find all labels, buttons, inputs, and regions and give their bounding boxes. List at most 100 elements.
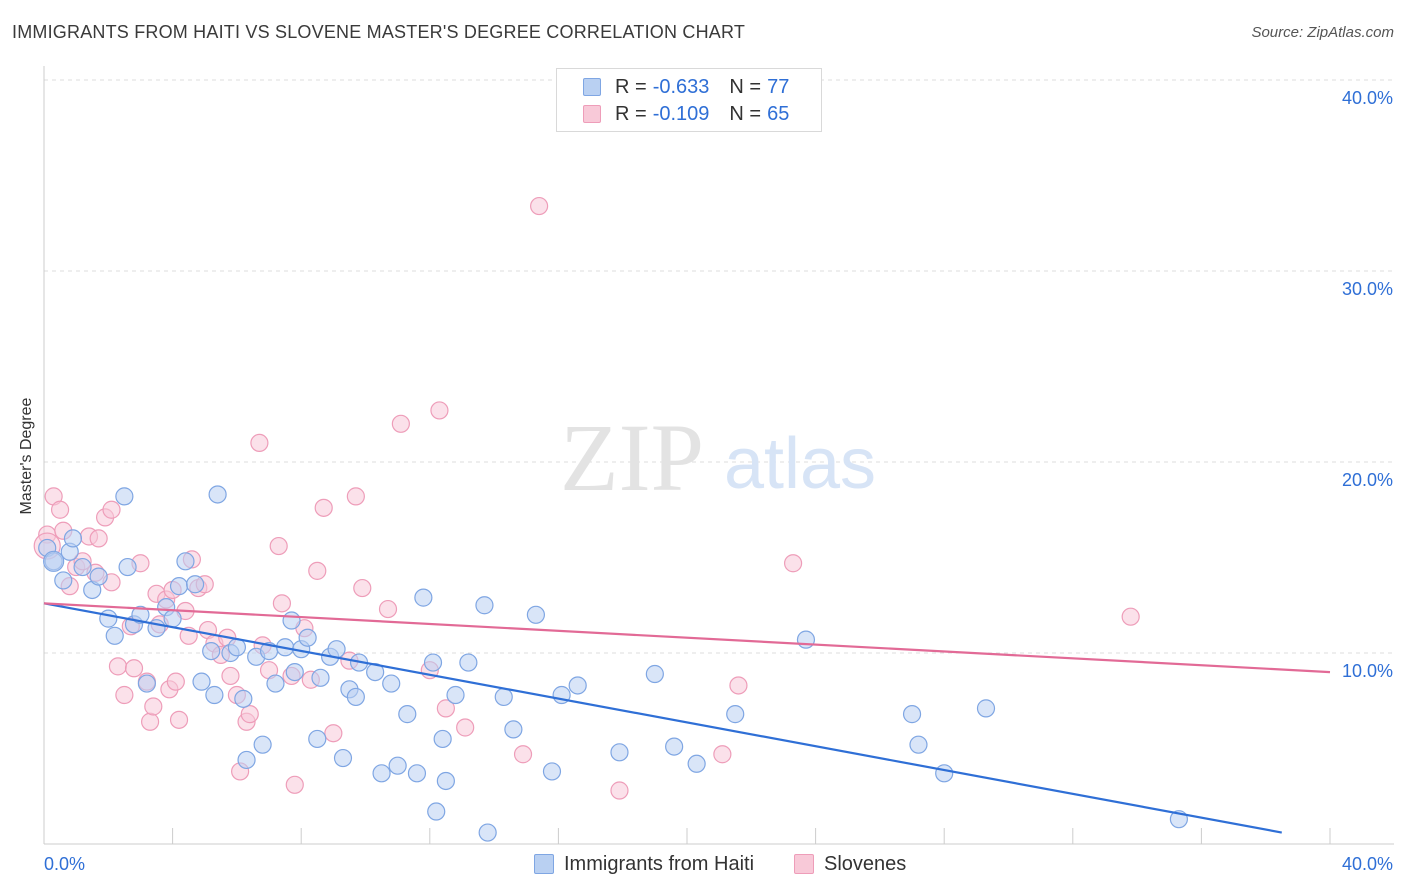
point-haiti: [610, 743, 629, 762]
point-haiti: [63, 529, 83, 548]
point-slovenes: [144, 697, 163, 716]
point-slovenes: [102, 500, 121, 519]
point-slovenes: [308, 561, 327, 580]
bottom-legend-haiti: Immigrants from Haiti: [534, 852, 754, 876]
point-slovenes: [115, 685, 134, 705]
point-haiti: [311, 668, 330, 687]
point-slovenes: [513, 745, 533, 764]
legend-row-haiti: R = -0.633 N = 77: [583, 75, 789, 99]
point-haiti: [909, 735, 928, 754]
bottom-legend-swatch-pink: [794, 854, 814, 874]
point-haiti: [205, 685, 224, 705]
point-haiti: [796, 630, 816, 649]
point-haiti: [423, 653, 443, 672]
point-haiti: [433, 729, 452, 749]
point-haiti: [902, 705, 922, 724]
legend-r-value: -0.109: [652, 102, 710, 125]
point-haiti: [327, 640, 346, 659]
point-slovenes: [272, 594, 292, 613]
point-haiti: [163, 609, 182, 628]
point-slovenes: [610, 781, 629, 800]
point-haiti: [436, 771, 455, 791]
point-haiti: [446, 685, 465, 705]
watermark-zip: ZIP: [560, 404, 704, 511]
point-slovenes: [166, 672, 185, 691]
chart-title: IMMIGRANTS FROM HAITI VS SLOVENE MASTER'…: [12, 22, 746, 42]
point-haiti: [346, 687, 365, 707]
point-slovenes: [240, 705, 259, 724]
point-haiti: [308, 729, 327, 749]
point-haiti: [398, 705, 417, 724]
point-slovenes: [314, 498, 333, 517]
y-axis-label: Master's Degree: [18, 397, 35, 515]
point-slovenes: [1121, 607, 1140, 626]
point-slovenes: [221, 666, 240, 686]
watermark-atlas: atlas: [724, 424, 876, 504]
bottom-legend-slovenes: Slovenes: [794, 852, 906, 876]
y-tick-label: 40.0%: [1342, 88, 1393, 108]
tick-labels: 10.0% 20.0% 30.0% 40.0% 0.0% 40.0%: [44, 88, 1393, 874]
point-haiti: [54, 571, 73, 590]
point-slovenes: [391, 414, 410, 433]
y-tick-label: 10.0%: [1342, 661, 1393, 681]
legend-r-label: R =: [615, 75, 647, 98]
point-haiti: [665, 737, 684, 756]
point-slovenes: [783, 554, 803, 573]
point-slovenes: [250, 433, 269, 452]
point-haiti: [494, 687, 513, 707]
point-haiti: [372, 764, 391, 783]
point-haiti: [169, 577, 189, 596]
point-haiti: [131, 605, 150, 624]
point-haiti: [192, 672, 211, 691]
x-tick-label: 0.0%: [44, 854, 85, 874]
point-slovenes: [169, 710, 189, 729]
point-slovenes: [89, 529, 108, 548]
legend-row-slovenes: R = -0.109 N = 65: [583, 102, 789, 126]
bottom-legend-swatch-blue: [534, 854, 554, 874]
point-haiti: [726, 705, 745, 724]
legend-swatch-pink: [583, 105, 601, 123]
point-slovenes: [456, 718, 475, 737]
point-haiti: [115, 487, 134, 506]
point-slovenes: [50, 500, 70, 519]
point-slovenes: [108, 657, 128, 676]
point-haiti: [976, 699, 996, 718]
point-haiti: [285, 662, 304, 682]
point-slovenes: [378, 599, 398, 619]
point-haiti: [382, 674, 401, 693]
point-haiti: [118, 557, 137, 577]
trend-line-haiti: [43, 602, 1282, 834]
bottom-legend-label-haiti: Immigrants from Haiti: [564, 852, 755, 875]
point-haiti: [388, 756, 407, 775]
point-slovenes: [346, 487, 365, 506]
legend-n-label: N =: [729, 75, 762, 98]
x-tick-label: 40.0%: [1342, 854, 1393, 874]
point-haiti: [137, 674, 156, 693]
legend-n-value: 77: [767, 75, 790, 98]
point-haiti: [89, 567, 108, 586]
point-slovenes: [124, 659, 144, 678]
point-haiti: [504, 720, 523, 739]
point-haiti: [407, 764, 427, 783]
point-slovenes: [713, 745, 732, 764]
legend-swatch-blue: [583, 78, 601, 96]
axes: [43, 66, 1394, 845]
point-haiti: [202, 641, 221, 661]
point-haiti: [208, 485, 227, 504]
legend-n-value: 65: [767, 102, 790, 125]
point-haiti: [475, 596, 494, 615]
legend-box: R = -0.633 N = 77 R = -0.109 N = 65: [556, 68, 822, 132]
point-haiti: [237, 750, 256, 770]
point-haiti: [414, 588, 433, 607]
point-haiti: [542, 762, 562, 781]
point-haiti: [99, 609, 118, 628]
point-haiti: [266, 674, 285, 693]
point-slovenes: [140, 712, 160, 731]
point-haiti: [298, 628, 317, 647]
point-haiti: [282, 611, 301, 630]
point-slovenes: [530, 196, 549, 216]
point-slovenes: [269, 536, 288, 556]
bottom-legend-label-slovenes: Slovenes: [824, 852, 907, 875]
point-haiti: [253, 735, 272, 754]
point-slovenes: [324, 724, 343, 743]
